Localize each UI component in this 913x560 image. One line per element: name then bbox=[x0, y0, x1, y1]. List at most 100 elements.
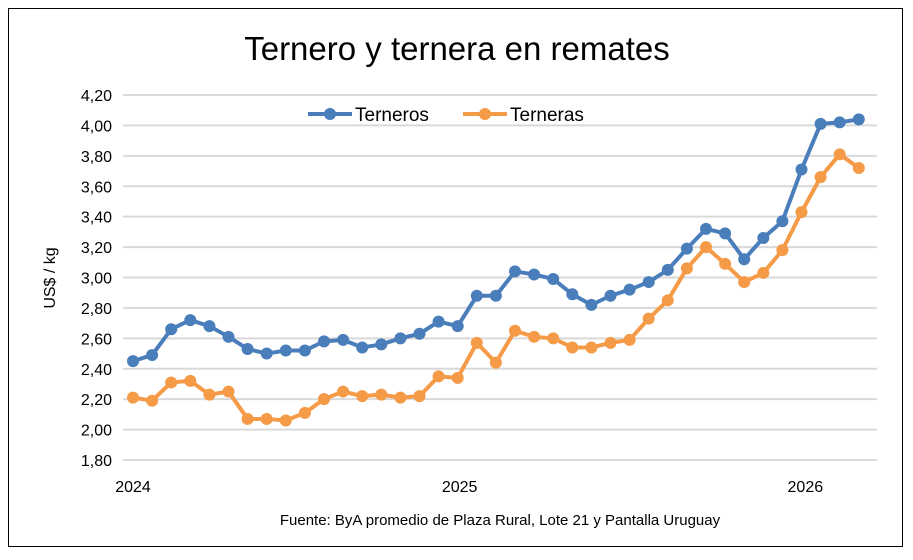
data-point bbox=[432, 370, 445, 383]
data-point bbox=[260, 347, 273, 360]
data-point bbox=[566, 288, 579, 301]
data-point bbox=[356, 390, 369, 403]
legend-label: Terneras bbox=[510, 105, 584, 126]
data-point bbox=[661, 294, 674, 307]
y-axis-label: US$ / kg bbox=[42, 247, 59, 308]
data-point bbox=[661, 263, 674, 276]
data-point bbox=[451, 320, 464, 333]
data-point bbox=[795, 163, 808, 176]
data-point bbox=[776, 244, 789, 257]
data-point bbox=[222, 385, 235, 398]
y-tick-label: 4,20 bbox=[81, 88, 112, 105]
data-point bbox=[776, 215, 789, 228]
y-tick-label: 3,00 bbox=[81, 271, 112, 288]
data-point bbox=[585, 341, 598, 354]
data-point bbox=[127, 355, 139, 368]
data-point bbox=[203, 388, 216, 401]
data-point bbox=[470, 336, 483, 349]
data-point bbox=[413, 390, 426, 403]
series-line bbox=[132, 152, 860, 423]
x-tick-label: 2026 bbox=[788, 479, 824, 496]
data-point bbox=[241, 412, 254, 425]
data-point bbox=[833, 116, 846, 129]
series-group bbox=[127, 113, 865, 427]
data-point bbox=[585, 298, 598, 311]
legend-item-terneras: Terneras bbox=[463, 105, 584, 126]
data-point bbox=[470, 289, 483, 302]
series-terneros bbox=[127, 113, 865, 368]
data-point bbox=[757, 231, 770, 244]
data-point bbox=[566, 341, 579, 354]
data-point bbox=[356, 341, 369, 354]
data-point bbox=[814, 171, 827, 184]
y-tick-label: 3,60 bbox=[81, 179, 112, 196]
data-point bbox=[298, 344, 311, 357]
data-point bbox=[738, 253, 751, 266]
y-tick-label: 1,80 bbox=[81, 453, 112, 470]
data-point bbox=[852, 162, 865, 174]
y-tick-label: 3,40 bbox=[81, 210, 112, 227]
data-point bbox=[547, 273, 560, 286]
series-terneras bbox=[127, 148, 865, 427]
data-point bbox=[489, 289, 502, 302]
data-point bbox=[700, 241, 712, 254]
data-point bbox=[318, 335, 330, 348]
data-point bbox=[394, 332, 407, 345]
source-note: Fuente: ByA promedio de Plaza Rural, Lot… bbox=[280, 512, 721, 529]
data-point bbox=[509, 324, 521, 337]
chart-border bbox=[8, 8, 903, 547]
data-point bbox=[680, 262, 693, 275]
data-point bbox=[680, 242, 693, 255]
x-tick-label: 2025 bbox=[442, 479, 478, 496]
data-point bbox=[509, 265, 521, 278]
data-point bbox=[738, 276, 751, 289]
y-axis-ticks: 1,80 2,00 2,20 2,40 2,60 2,80 3,00 3,20 3,40 3,60… bbox=[81, 88, 112, 470]
data-point bbox=[413, 327, 426, 340]
data-point bbox=[222, 330, 235, 343]
data-point bbox=[337, 385, 350, 398]
x-axis-ticks: 2024 2025 2026 bbox=[115, 479, 823, 496]
data-point bbox=[604, 336, 617, 349]
data-point bbox=[833, 148, 846, 161]
legend-marker bbox=[324, 108, 336, 120]
x-tick-label: 2024 bbox=[115, 479, 151, 496]
data-point bbox=[337, 333, 350, 346]
y-tick-label: 2,60 bbox=[81, 331, 112, 348]
y-tick-label: 2,80 bbox=[81, 301, 112, 318]
data-point bbox=[604, 289, 617, 302]
legend-label: Terneros bbox=[355, 105, 429, 126]
data-point bbox=[260, 412, 273, 425]
data-point bbox=[700, 222, 712, 235]
data-point bbox=[719, 257, 732, 270]
y-tick-label: 2,00 bbox=[81, 423, 112, 440]
data-point bbox=[814, 117, 827, 130]
legend-item-terneros: Terneros bbox=[308, 105, 429, 126]
data-point bbox=[432, 315, 445, 328]
data-point bbox=[318, 393, 330, 406]
data-point bbox=[279, 344, 292, 357]
y-tick-label: 3,80 bbox=[81, 149, 112, 166]
data-point bbox=[127, 391, 139, 404]
data-point bbox=[375, 388, 388, 401]
data-point bbox=[184, 374, 197, 387]
data-point bbox=[165, 376, 178, 389]
data-point bbox=[394, 391, 407, 404]
data-point bbox=[719, 227, 732, 240]
data-point bbox=[547, 332, 560, 345]
y-tick-label: 2,20 bbox=[81, 392, 112, 409]
data-point bbox=[528, 268, 541, 281]
gridlines bbox=[123, 94, 877, 461]
data-point bbox=[241, 342, 254, 355]
data-point bbox=[165, 323, 178, 336]
data-point bbox=[146, 349, 159, 362]
y-tick-label: 3,20 bbox=[81, 240, 112, 257]
data-point bbox=[451, 371, 464, 384]
data-point bbox=[757, 266, 770, 279]
data-point bbox=[184, 314, 197, 327]
y-tick-label: 4,00 bbox=[81, 118, 112, 135]
data-point bbox=[279, 414, 292, 427]
data-point bbox=[795, 206, 808, 219]
data-point bbox=[528, 330, 541, 343]
